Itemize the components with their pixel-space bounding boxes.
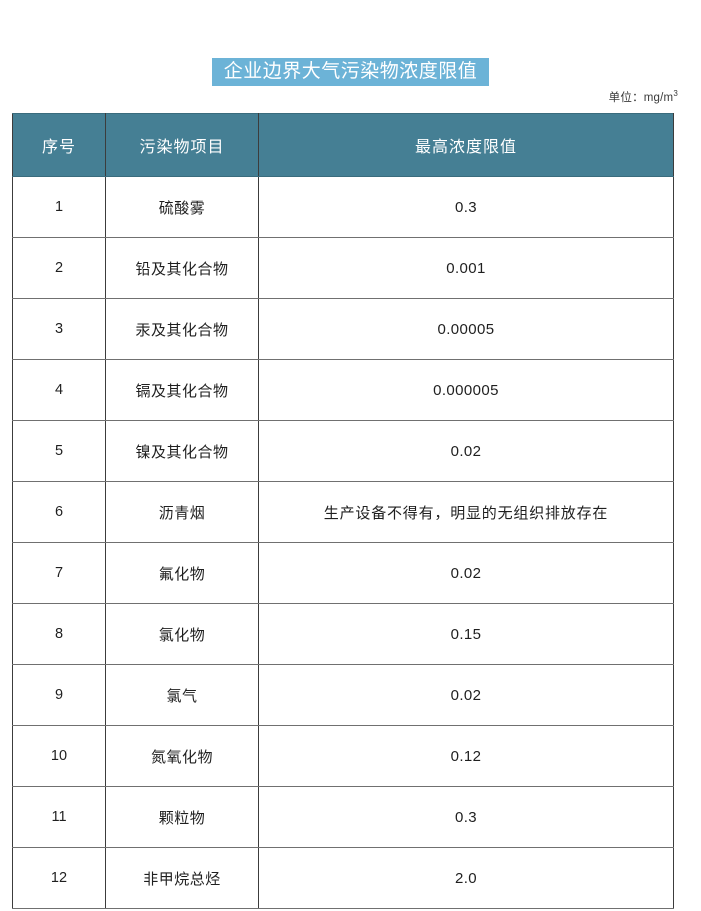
cell-concentration-limit: 0.15 <box>258 603 674 665</box>
column-header-value: 最高浓度限值 <box>258 113 674 177</box>
cell-pollutant-item: 非甲烷总烃 <box>105 847 259 909</box>
cell-serial-number: 1 <box>12 176 106 238</box>
table-row: 5 镍及其化合物 0.02 <box>12 420 674 482</box>
table-row: 12 非甲烷总烃 2.0 <box>12 847 674 909</box>
cell-pollutant-item: 镉及其化合物 <box>105 359 259 421</box>
table-row: 3 汞及其化合物 0.00005 <box>12 298 674 360</box>
cell-pollutant-item: 沥青烟 <box>105 481 259 543</box>
cell-pollutant-item: 氯化物 <box>105 603 259 665</box>
cell-serial-number: 7 <box>12 542 106 604</box>
cell-concentration-limit: 0.02 <box>258 542 674 604</box>
cell-serial-number: 4 <box>12 359 106 421</box>
cell-pollutant-item: 镍及其化合物 <box>105 420 259 482</box>
limits-table-container: 序号 污染物项目 最高浓度限值 1 硫酸雾 0.3 2 铅及其化合物 0.001 3 汞及其化… <box>12 113 674 909</box>
cell-serial-number: 12 <box>12 847 106 909</box>
cell-concentration-limit: 0.02 <box>258 420 674 482</box>
cell-concentration-limit: 0.00005 <box>258 298 674 360</box>
table-row: 1 硫酸雾 0.3 <box>12 176 674 238</box>
unit-note: 单位：mg/m3 <box>609 89 678 105</box>
cell-concentration-limit: 0.12 <box>258 725 674 787</box>
cell-concentration-limit: 0.001 <box>258 237 674 299</box>
unit-note-label: 单位： <box>608 92 644 104</box>
cell-serial-number: 3 <box>12 298 106 360</box>
cell-pollutant-item: 颗粒物 <box>105 786 259 848</box>
cell-serial-number: 8 <box>12 603 106 665</box>
cell-concentration-limit: 0.000005 <box>258 359 674 421</box>
table-row: 4 镉及其化合物 0.000005 <box>12 359 674 421</box>
cell-pollutant-item: 氯气 <box>105 664 259 726</box>
cell-serial-number: 9 <box>12 664 106 726</box>
page-title: 企业边界大气污染物浓度限值 <box>211 58 490 86</box>
cell-concentration-limit: 0.02 <box>258 664 674 726</box>
table-row: 7 氟化物 0.02 <box>12 542 674 604</box>
limits-table: 序号 污染物项目 最高浓度限值 1 硫酸雾 0.3 2 铅及其化合物 0.001 3 汞及其化… <box>12 113 674 909</box>
table-row: 11 颗粒物 0.3 <box>12 786 674 848</box>
cell-concentration-limit: 0.3 <box>258 176 674 238</box>
cell-pollutant-item: 硫酸雾 <box>105 176 259 238</box>
cell-serial-number: 11 <box>12 786 106 848</box>
cell-serial-number: 5 <box>12 420 106 482</box>
unit-note-exponent: 3 <box>673 89 678 99</box>
cell-pollutant-item: 氮氧化物 <box>105 725 259 787</box>
table-row: 10 氮氧化物 0.12 <box>12 725 674 787</box>
column-header-no: 序号 <box>12 113 106 177</box>
page-title-container: 企业边界大气污染物浓度限值 <box>0 58 701 86</box>
cell-concentration-limit: 生产设备不得有，明显的无组织排放存在 <box>258 481 674 543</box>
table-header: 序号 污染物项目 最高浓度限值 <box>12 113 674 177</box>
table-row: 9 氯气 0.02 <box>12 664 674 726</box>
cell-pollutant-item: 汞及其化合物 <box>105 298 259 360</box>
table-row: 2 铅及其化合物 0.001 <box>12 237 674 299</box>
cell-pollutant-item: 铅及其化合物 <box>105 237 259 299</box>
table-row: 6 沥青烟 生产设备不得有，明显的无组织排放存在 <box>12 481 674 543</box>
cell-serial-number: 2 <box>12 237 106 299</box>
table-body: 1 硫酸雾 0.3 2 铅及其化合物 0.001 3 汞及其化合物 0.00005 4 镉及其化合物… <box>12 176 674 909</box>
cell-pollutant-item: 氟化物 <box>105 542 259 604</box>
table-header-row: 序号 污染物项目 最高浓度限值 <box>12 113 674 177</box>
cell-concentration-limit: 2.0 <box>258 847 674 909</box>
column-header-item: 污染物项目 <box>105 113 259 177</box>
table-row: 8 氯化物 0.15 <box>12 603 674 665</box>
unit-note-value: mg/m <box>643 92 674 104</box>
cell-serial-number: 6 <box>12 481 106 543</box>
cell-concentration-limit: 0.3 <box>258 786 674 848</box>
cell-serial-number: 10 <box>12 725 106 787</box>
